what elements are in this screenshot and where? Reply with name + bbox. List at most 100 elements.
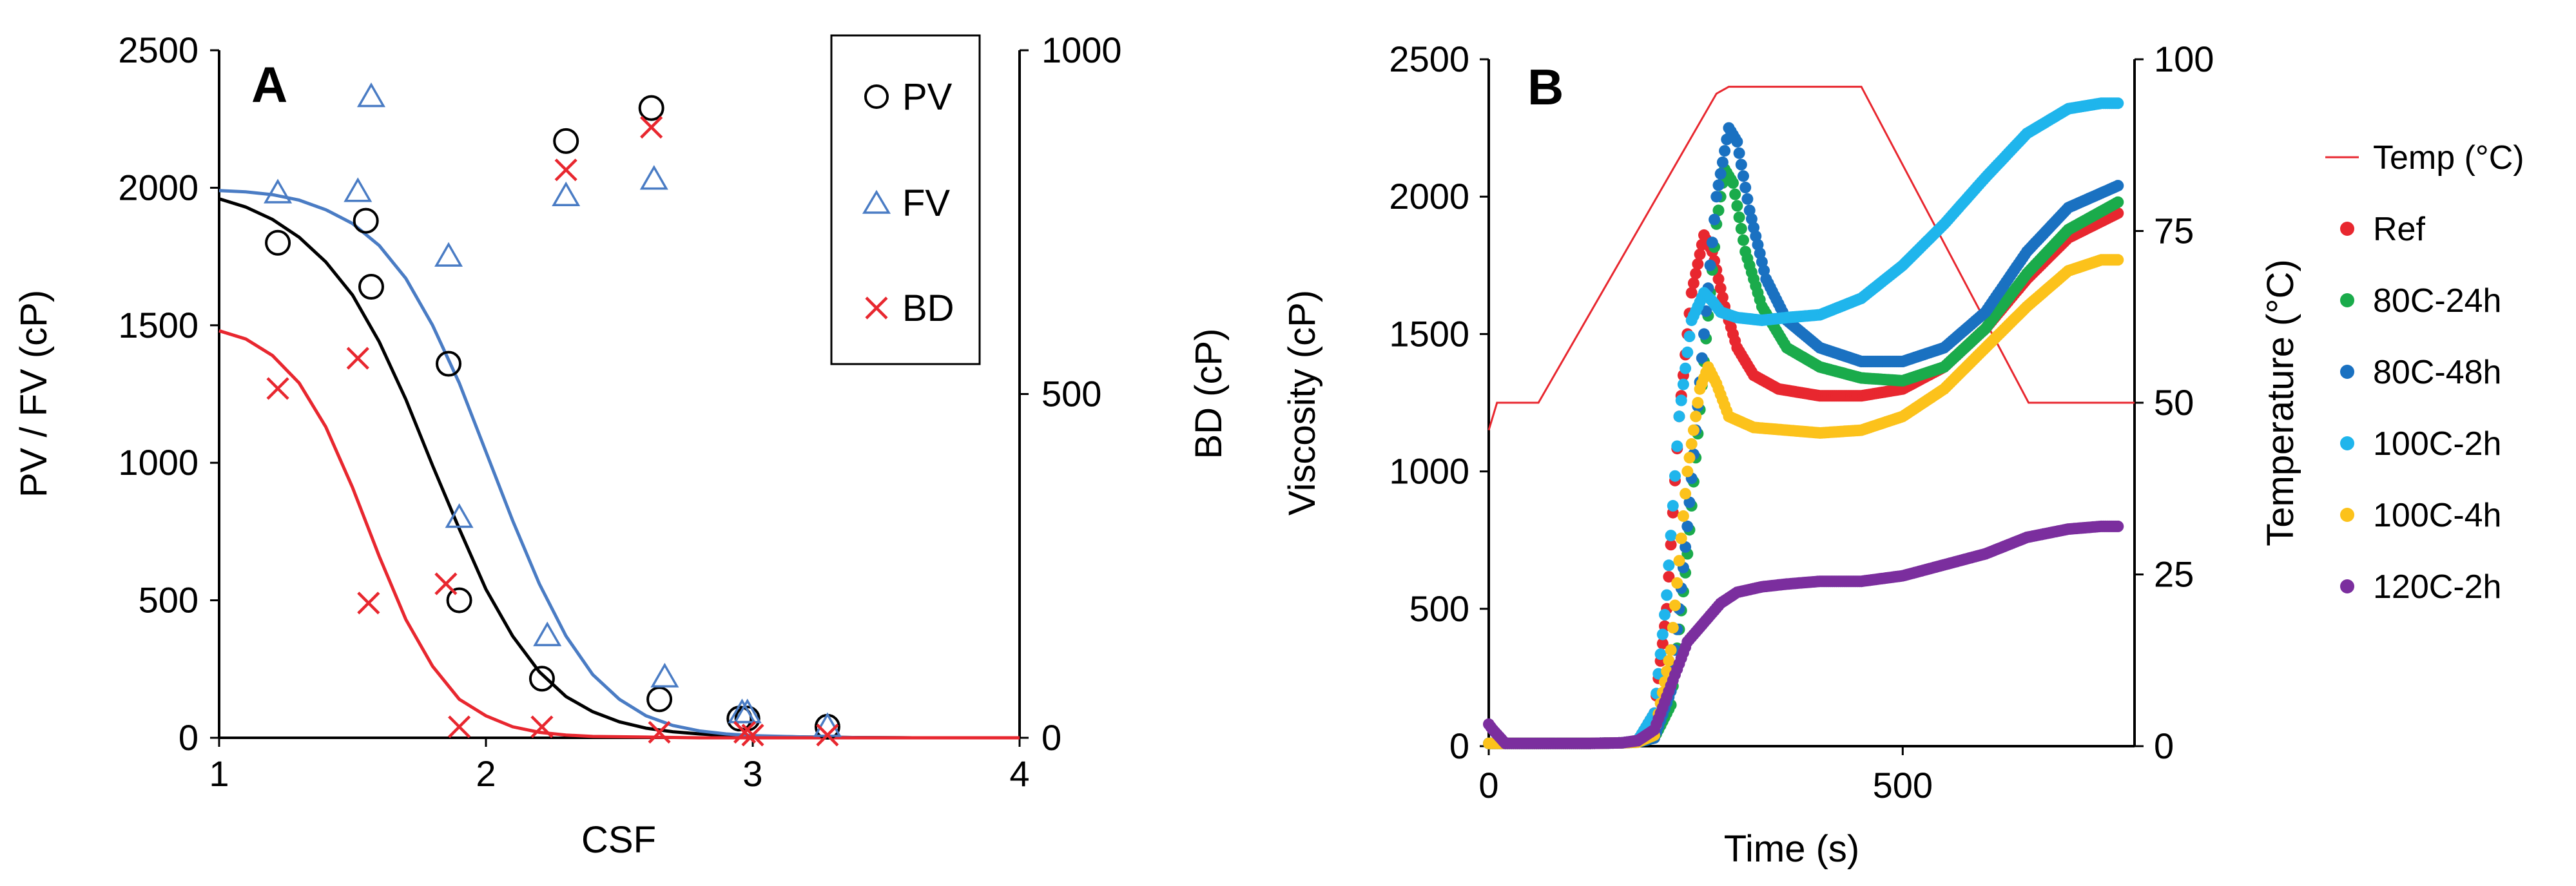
b-legend-swatch (2340, 436, 2354, 450)
b-legend-temp: Temp (°C) (2373, 139, 2524, 177)
b-series-point (1671, 577, 1683, 589)
b-temperature-line-path (1487, 86, 2135, 431)
b-y-tick-label: 2500 (1389, 39, 1469, 79)
a-fv-point (552, 181, 581, 206)
a-y-tick-label: 2500 (118, 30, 199, 70)
a-y-tick-label: 1000 (118, 442, 199, 483)
a-pv-point (265, 229, 291, 256)
a-bd-point (648, 720, 671, 744)
b-legend-swatch (2340, 365, 2354, 379)
b-x-tick-label: 500 (1873, 765, 1933, 805)
b-series-point (1677, 510, 1689, 522)
a-y2-tick-label: 1000 (1041, 30, 1122, 70)
a-pv-point (528, 666, 555, 692)
b-series-point (1719, 145, 1731, 157)
b-series-point (2112, 520, 2124, 532)
b-series-point (1690, 267, 1702, 280)
b-series-point (1683, 331, 1696, 342)
panel-b-chart: 0 500 0 500 1000 1500 2000 2500 0 25 50 75 100 B Tim… (1281, 39, 2524, 870)
b-series-point (1673, 410, 1685, 423)
legend-circle-icon (864, 84, 889, 109)
a-y-tick-label: 500 (139, 580, 199, 621)
a-fv-point (434, 242, 463, 267)
b-series-point (1709, 213, 1721, 226)
b-y-axis-label: Viscosity (cP) (1281, 290, 1323, 515)
b-legend-120c-2h: 120C-2h (2373, 568, 2501, 606)
b-series-point (1683, 496, 1696, 508)
b-series-point (1681, 465, 1694, 477)
b-series-ref (1483, 207, 2124, 749)
b-series-point (1731, 135, 1743, 148)
a-bd-point (266, 377, 289, 400)
a-fv-point (650, 662, 679, 688)
b-series-point (1665, 644, 1677, 656)
a-pv-point (358, 274, 384, 300)
a-bd-point (554, 159, 577, 182)
b-x-tick-label: 0 (1478, 765, 1498, 805)
a-bd-point (741, 724, 764, 747)
a-fv-point (264, 178, 293, 204)
a-data-points (264, 82, 842, 747)
b-legend-100c-2h: 100C-2h (2373, 425, 2501, 463)
b-legend-100c-4h: 100C-4h (2373, 497, 2501, 534)
b-legend-80c-48h: 80C-48h (2373, 354, 2501, 391)
b-series-point (1698, 328, 1710, 340)
a-fv-point (639, 165, 668, 190)
b-series-point (1741, 193, 1754, 205)
b-series-point (1680, 541, 1692, 553)
b-series-point (1663, 559, 1675, 572)
b-series-point (1669, 470, 1681, 482)
b-series-point (1706, 236, 1718, 249)
a-pv-point (353, 207, 379, 234)
a-pv-point (638, 95, 664, 121)
b-series-point (1667, 622, 1679, 634)
b-legend-ref: Ref (2373, 211, 2425, 248)
a-pv-point (436, 351, 462, 377)
a-fv-point (533, 621, 562, 646)
b-y-tick-label: 0 (1449, 726, 1469, 766)
b-series-point (1727, 177, 1739, 189)
b-series-point (2112, 97, 2124, 110)
b-x-axis-label: Time (s) (1724, 828, 1859, 870)
b-series-point (1680, 362, 1692, 374)
b-series-point (1665, 530, 1677, 542)
a-bd-point (448, 715, 471, 738)
b-legend-swatch (2340, 293, 2354, 307)
a-y2-tick-label: 500 (1041, 374, 1101, 414)
a-fv-point (445, 503, 474, 528)
b-series-point (2112, 254, 2124, 266)
b-series-point (1667, 499, 1679, 512)
a-y2-axis-label: BD (cP) (1188, 329, 1230, 459)
b-series-point (1712, 204, 1725, 217)
b-series-point (1692, 258, 1704, 270)
b-series-point (1694, 248, 1706, 260)
b-series-point (1738, 234, 1749, 246)
a-x-tick-label: 1 (209, 753, 229, 794)
b-series-point (1712, 273, 1725, 285)
b-temperature-line (1487, 86, 2135, 431)
b-series-point (1680, 488, 1692, 500)
b-series-point (1687, 424, 1700, 436)
b-series-point (1677, 378, 1689, 390)
b-series-point (1712, 179, 1725, 191)
b-y2-tick-label: 25 (2154, 554, 2194, 595)
a-bd-point (733, 720, 757, 744)
b-series-point (1733, 211, 1745, 224)
a-fv-point (356, 82, 386, 108)
b-y2-tick-label: 50 (2154, 382, 2194, 423)
b-viscosity-series (1483, 97, 2124, 749)
b-legend-swatch (2340, 508, 2354, 522)
a-bd-point (530, 715, 554, 738)
b-series-point (1675, 532, 1687, 544)
b-series-point (1692, 397, 1704, 409)
b-legend-swatch (2340, 579, 2354, 593)
b-y-tick-label: 500 (1409, 588, 1469, 629)
a-legend-fv: FV (902, 182, 950, 224)
b-series-point (1714, 168, 1727, 180)
b-legend: Temp (°C) Ref 80C-24h 80C-48h 100C-2h 100C-4h… (2325, 139, 2524, 606)
b-series-point (1659, 609, 1671, 621)
legend-x-icon (865, 296, 888, 320)
b-series-point (1683, 452, 1696, 464)
